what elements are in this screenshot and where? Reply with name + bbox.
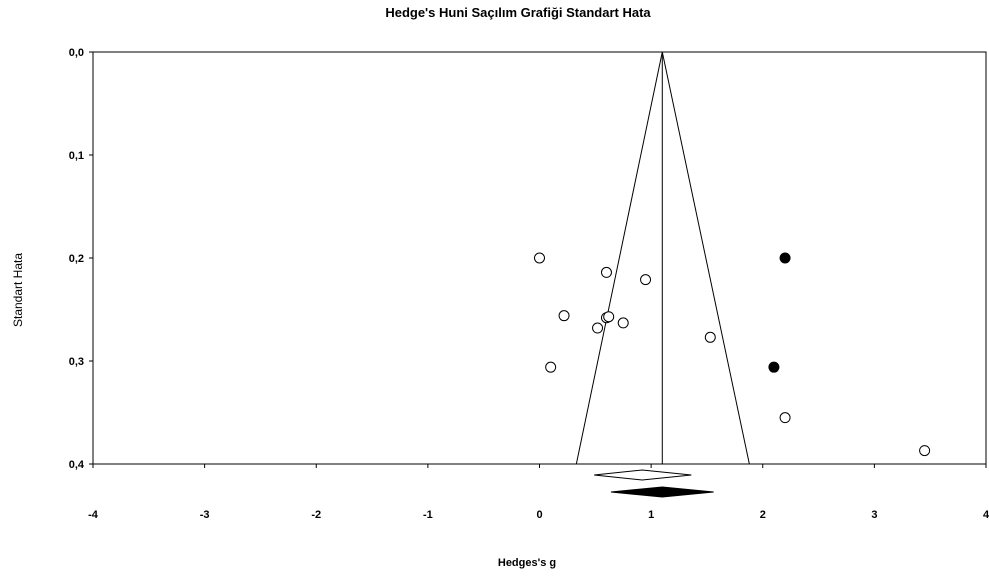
summary-diamond-filled: [611, 487, 714, 497]
x-tick-label: 4: [983, 509, 989, 521]
study-point: [601, 267, 611, 277]
imputed-study-point: [769, 362, 779, 372]
y-tick-label: 0,3: [69, 356, 84, 368]
study-point: [546, 362, 556, 372]
x-tick-label: -1: [423, 509, 433, 521]
chart-title: Hedge's Huni Saçılım Grafiği Standart Ha…: [385, 5, 651, 20]
y-axis-label: Standart Hata: [11, 253, 25, 327]
y-tick-label: 0,0: [69, 47, 84, 59]
x-tick-label: 2: [760, 509, 766, 521]
diamond-layer: [594, 470, 713, 497]
study-point: [559, 311, 569, 321]
study-point: [920, 446, 930, 456]
x-axis-label: Hedges's g: [498, 557, 556, 569]
y-tick-label: 0,4: [69, 459, 85, 471]
study-point: [593, 323, 603, 333]
x-tick-label: -4: [88, 509, 99, 521]
x-tick-label: -3: [200, 509, 210, 521]
imputed-study-point: [780, 253, 790, 263]
y-tick-label: 0,2: [69, 253, 84, 265]
x-tick-label: 1: [648, 509, 654, 521]
study-point: [705, 332, 715, 342]
summary-diamond-open: [594, 470, 691, 480]
x-axis: -4 -3 -2 -1 0 1 2 3 4: [88, 464, 989, 521]
study-point: [618, 318, 628, 328]
y-tick-label: 0,1: [69, 150, 84, 162]
x-tick-label: -2: [311, 509, 321, 521]
study-point: [604, 312, 614, 322]
x-tick-label: 0: [536, 509, 542, 521]
study-point: [780, 413, 790, 423]
study-point: [535, 253, 545, 263]
y-axis: 0,0 0,1 0,2 0,3 0,4: [69, 47, 93, 471]
x-tick-label: 3: [871, 509, 877, 521]
study-point: [641, 275, 651, 285]
